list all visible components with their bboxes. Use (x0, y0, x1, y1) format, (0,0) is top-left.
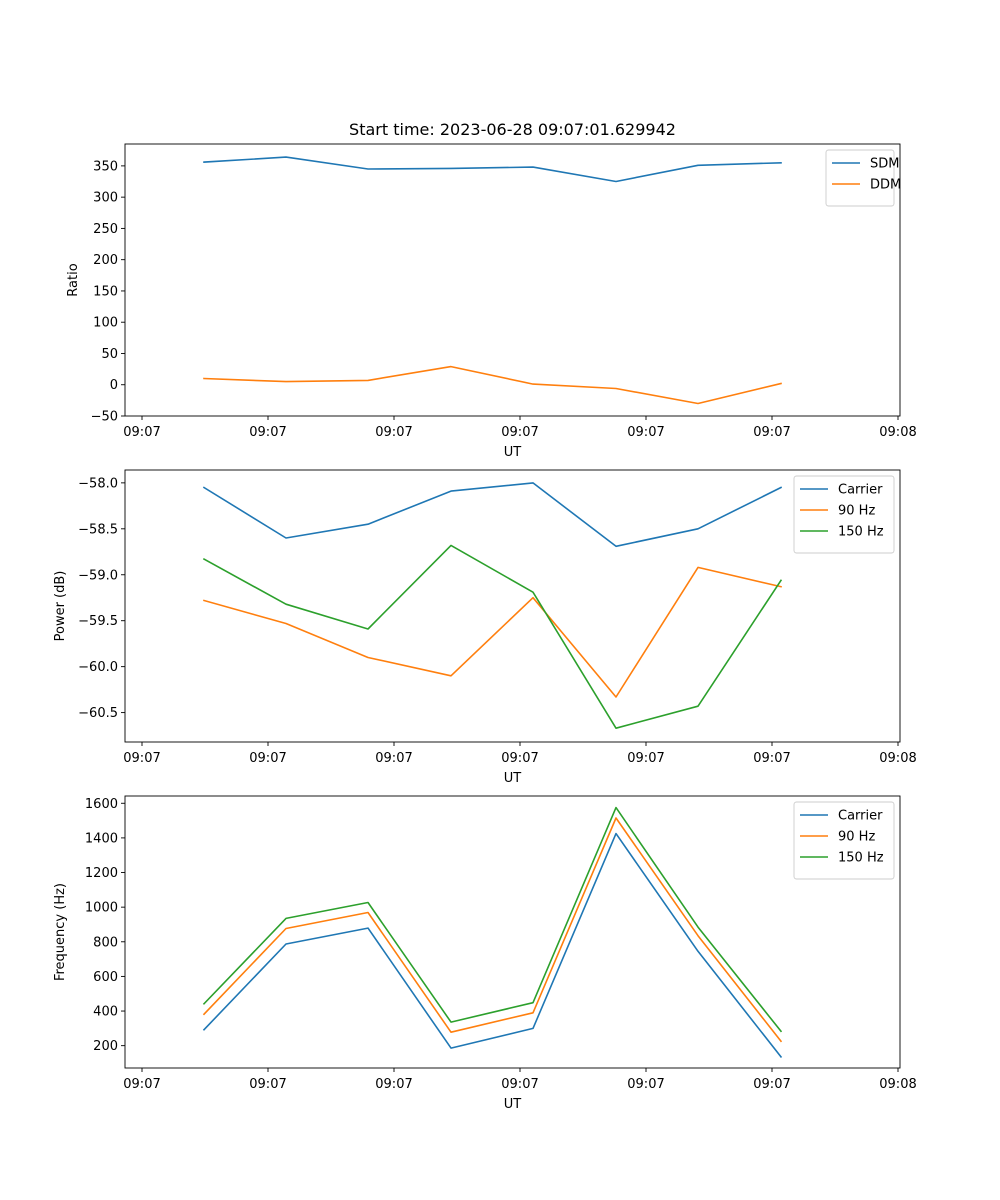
y-tick-label: 200 (93, 1039, 118, 1054)
y-tick-label: 250 (93, 222, 118, 237)
series-line-ddm (203, 365, 782, 405)
legend-box (793, 801, 895, 880)
y-tick-label: 0 (110, 378, 118, 393)
legend-box (825, 149, 895, 207)
y-tick-label: 1000 (85, 901, 118, 916)
y-tick-label: −50 (91, 410, 118, 425)
legend-label-sdm: SDM (870, 157, 899, 172)
series-line-carrier (202, 832, 783, 1059)
y-tick-label: 350 (93, 159, 118, 174)
y-axis-label: Frequency (Hz) (53, 883, 68, 981)
legend-label-90-hz: 90 Hz (838, 504, 875, 519)
x-tick-label: 09:07 (753, 1077, 790, 1092)
chart-panel-2: 09:07 09:07 09:07 09:07 09:07 09:07 09:08 −60.5… (53, 469, 917, 786)
axes-frame (124, 795, 901, 1069)
x-tick-label: 09:07 (249, 1077, 286, 1092)
y-axis-label: Power (dB) (53, 571, 68, 642)
legend-label-90-hz: 90 Hz (838, 830, 875, 845)
y-tick-label: −60.0 (78, 660, 118, 675)
legend-box (793, 475, 895, 554)
y-tick-label: 800 (93, 935, 118, 950)
y-tick-label: −60.5 (78, 706, 118, 721)
y-tick-label: −59.0 (78, 568, 118, 583)
y-tick-label: −58.0 (78, 476, 118, 491)
x-tick-label: 09:07 (501, 425, 538, 440)
legend: Carrier 90 Hz 150 Hz (793, 801, 895, 880)
chart-panel-1: 09:07 09:07 09:07 09:07 09:07 09:07 09:08 −50 0 5… (66, 143, 917, 460)
y-tick-label: −58.5 (78, 522, 118, 537)
x-tick-label: 09:07 (249, 751, 286, 766)
y-tick-label: 1200 (85, 866, 118, 881)
series-line-90-hz (203, 566, 782, 698)
x-tick-label: 09:07 (501, 1077, 538, 1092)
x-tick-label: 09:07 (627, 425, 664, 440)
legend-label-ddm: DDM (870, 178, 901, 193)
series-line-sdm (203, 156, 782, 183)
legend-label-150-hz: 150 Hz (838, 525, 884, 540)
y-tick-label: −59.5 (78, 614, 118, 629)
x-tick-label: 09:07 (249, 425, 286, 440)
x-axis-label: UT (504, 445, 522, 460)
series-line-carrier (202, 482, 783, 548)
x-tick-label: 09:07 (123, 425, 160, 440)
series-line-90-hz (202, 817, 783, 1043)
x-tick-label: 09:07 (123, 751, 160, 766)
x-tick-label: 09:08 (879, 1077, 916, 1092)
y-tick-label: 150 (93, 284, 118, 299)
series-line-150-hz (202, 544, 783, 730)
y-tick-label: 1400 (85, 831, 118, 846)
series-line-150-hz (202, 806, 783, 1033)
x-tick-label: 09:07 (375, 1077, 412, 1092)
axes-frame (124, 469, 901, 743)
y-tick-label: 200 (93, 253, 118, 268)
y-tick-label: 400 (93, 1005, 118, 1020)
legend: Carrier 90 Hz 150 Hz (793, 475, 895, 554)
x-tick-label: 09:07 (627, 751, 664, 766)
x-tick-label: 09:07 (375, 425, 412, 440)
x-tick-label: 09:08 (879, 751, 916, 766)
legend: SDM DDM (825, 149, 901, 207)
y-tick-label: 300 (93, 191, 118, 206)
legend-label-carrier: Carrier (838, 809, 883, 824)
y-tick-label: 600 (93, 970, 118, 985)
y-tick-label: 1600 (85, 797, 118, 812)
x-tick-label: 09:07 (501, 751, 538, 766)
y-tick-label: 100 (93, 316, 118, 331)
y-tick-label: 50 (101, 347, 118, 362)
legend-label-carrier: Carrier (838, 483, 883, 498)
y-axis-label: Ratio (66, 263, 81, 296)
chart-panel-3: 09:07 09:07 09:07 09:07 09:07 09:07 09:08 200 40… (53, 795, 917, 1112)
legend-label-150-hz: 150 Hz (838, 851, 884, 866)
axes-frame (124, 143, 901, 417)
x-tick-label: 09:07 (753, 425, 790, 440)
x-tick-label: 09:07 (375, 751, 412, 766)
x-tick-label: 09:07 (753, 751, 790, 766)
x-tick-label: 09:07 (123, 1077, 160, 1092)
x-axis-label: UT (504, 1097, 522, 1112)
x-axis-label: UT (504, 771, 522, 786)
x-tick-label: 09:08 (879, 425, 916, 440)
x-tick-label: 09:07 (627, 1077, 664, 1092)
chart-title: Start time: 2023-06-28 09:07:01.629942 (349, 120, 676, 139)
